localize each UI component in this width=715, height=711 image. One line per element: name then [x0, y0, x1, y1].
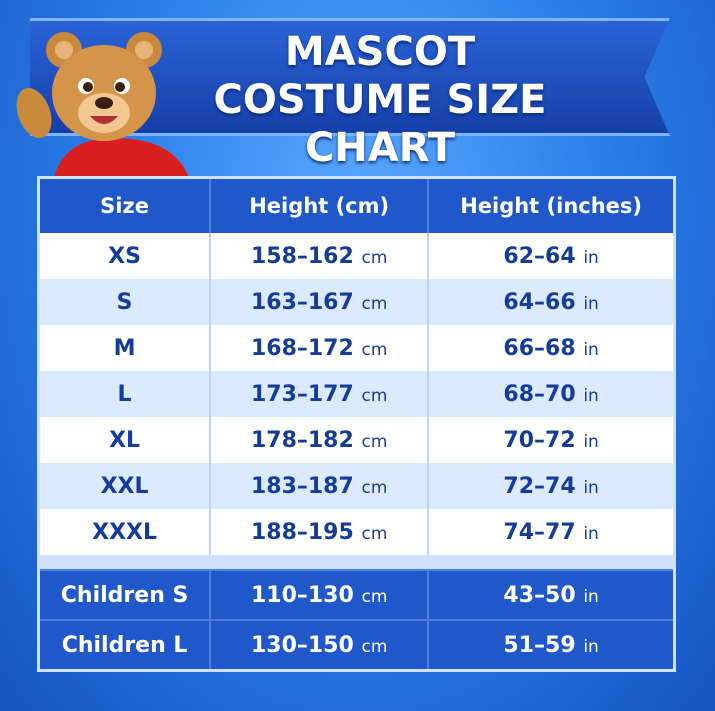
title: MASCOT COSTUME SIZE CHART: [213, 29, 547, 171]
range: 130–150: [250, 632, 354, 658]
height-cell: 72–74 in: [428, 463, 676, 509]
unit: in: [583, 477, 599, 498]
range: 51–59: [503, 632, 576, 658]
range: 66–68: [503, 335, 576, 361]
table-row: XXXL 188–195 cm 74–77 in: [38, 509, 676, 555]
column-header: Height (inches): [428, 177, 676, 233]
height-cell: 178–182 cm: [210, 417, 430, 463]
height-cell: 163–167 cm: [210, 279, 430, 325]
range: 68–70: [503, 381, 576, 407]
column-header: Size: [38, 177, 212, 233]
unit: in: [583, 247, 599, 268]
unit: in: [583, 523, 599, 544]
size-cell: XS: [38, 233, 212, 279]
unit: cm: [361, 247, 388, 268]
size-cell: L: [38, 371, 212, 417]
size-cell: XXXL: [38, 509, 212, 555]
height-cell: 62–64 in: [428, 233, 676, 279]
unit: in: [583, 586, 599, 607]
height-cell: 168–172 cm: [210, 325, 430, 371]
table-row: Children S 110–130 cm 43–50 in: [38, 569, 676, 620]
height-cell: 64–66 in: [428, 279, 676, 325]
height-cell: 66–68 in: [428, 325, 676, 371]
unit: cm: [361, 523, 388, 544]
spacer: [38, 555, 675, 570]
range: 173–177: [250, 381, 354, 407]
height-cell: 188–195 cm: [210, 509, 430, 555]
unit: cm: [361, 477, 388, 498]
height-cell: 68–70 in: [428, 371, 676, 417]
unit: cm: [361, 636, 388, 657]
table-row: L 173–177 cm 68–70 in: [38, 371, 676, 417]
size-cell: Children S: [38, 569, 212, 620]
height-cell: 110–130 cm: [210, 569, 430, 620]
table-row: XL 178–182 cm 70–72 in: [38, 417, 676, 463]
range: 64–66: [503, 289, 576, 315]
range: 163–167: [250, 289, 354, 315]
table-row: XXL 183–187 cm 72–74 in: [38, 463, 676, 509]
size-cell: M: [38, 325, 212, 371]
size-cell: XL: [38, 417, 212, 463]
range: 72–74: [503, 473, 576, 499]
size-cell: XXL: [38, 463, 212, 509]
height-cell: 74–77 in: [428, 509, 676, 555]
unit: in: [583, 339, 599, 360]
table-row: Children L 130–150 cm 51–59 in: [38, 619, 676, 671]
height-cell: 43–50 in: [428, 569, 676, 620]
range: 62–64: [503, 243, 576, 269]
height-cell: 130–150 cm: [210, 619, 430, 671]
range: 74–77: [503, 519, 576, 545]
range: 183–187: [250, 473, 354, 499]
height-cell: 70–72 in: [428, 417, 676, 463]
bear-mascot: [16, 32, 189, 178]
unit: cm: [361, 293, 388, 314]
range: 168–172: [250, 335, 354, 361]
unit: cm: [361, 339, 388, 360]
size-table: Size Height (cm) Height (inches) XS 158–162…: [37, 176, 676, 672]
size-cell: S: [38, 279, 212, 325]
range: 70–72: [503, 427, 576, 453]
height-cell: 158–162 cm: [210, 233, 430, 279]
unit: cm: [361, 385, 388, 406]
height-cell: 51–59 in: [428, 619, 676, 671]
table-row: XS 158–162 cm 62–64 in: [38, 233, 676, 279]
range: 43–50: [503, 582, 576, 608]
table-row: S 163–167 cm 64–66 in: [38, 279, 676, 325]
unit: in: [583, 385, 599, 406]
size-cell: Children L: [38, 619, 212, 671]
height-cell: 173–177 cm: [210, 371, 430, 417]
unit: in: [583, 293, 599, 314]
range: 158–162: [250, 243, 354, 269]
unit: in: [583, 431, 599, 452]
unit: cm: [361, 586, 388, 607]
range: 110–130: [250, 582, 354, 608]
unit: cm: [361, 431, 388, 452]
height-cell: 183–187 cm: [210, 463, 430, 509]
unit: in: [583, 636, 599, 657]
range: 178–182: [250, 427, 354, 453]
table-row: M 168–172 cm 66–68 in: [38, 325, 676, 371]
range: 188–195: [250, 519, 354, 545]
spacer-cell: [38, 555, 675, 570]
column-header: Height (cm): [210, 177, 430, 233]
